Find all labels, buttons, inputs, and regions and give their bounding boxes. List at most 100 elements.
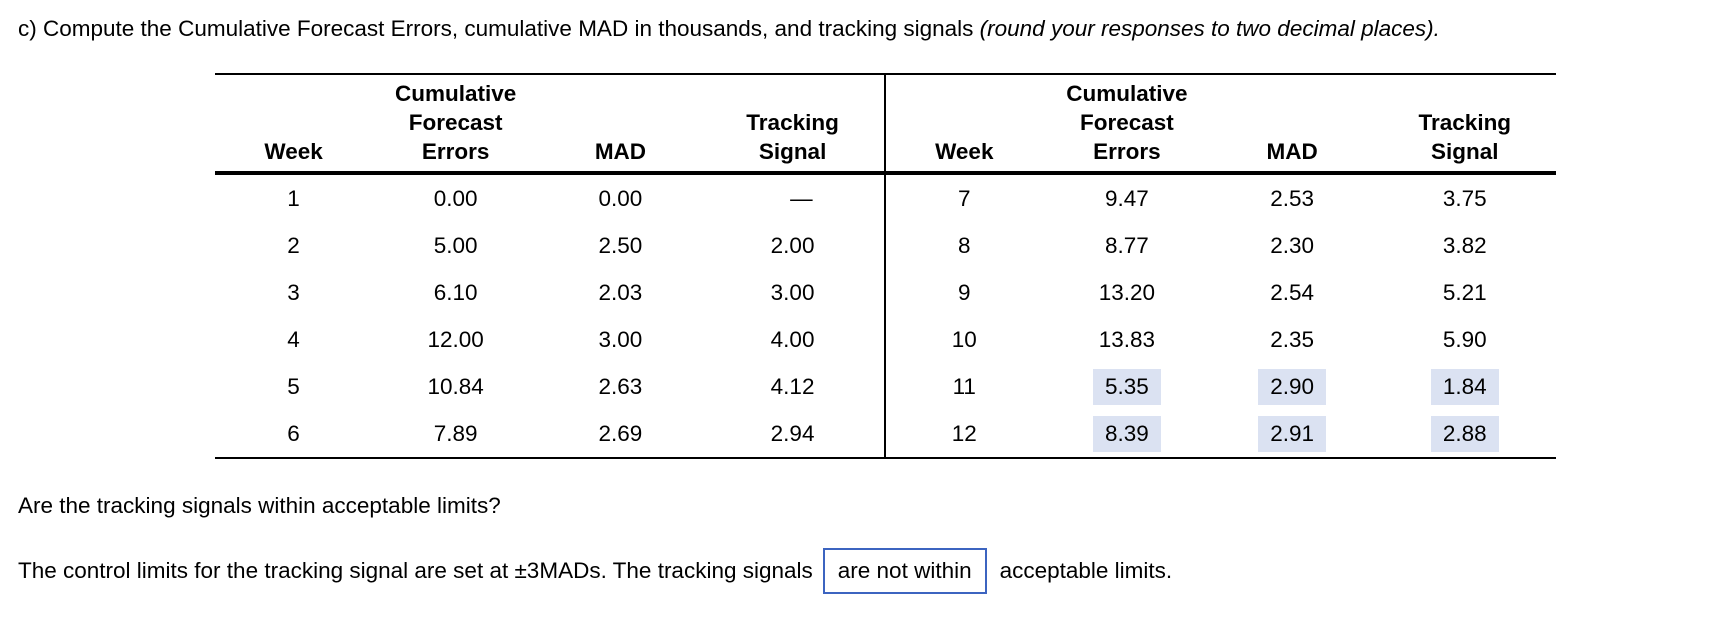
ts-value: 2.00	[770, 232, 815, 258]
answer-text-before: The control limits for the tracking sign…	[18, 558, 813, 583]
ts-cell: 4.12	[702, 369, 884, 405]
header-cumulative-forecast-errors: Cumulative Forecast Errors	[372, 75, 539, 171]
table-row: 11 5.35 2.90 1.84	[886, 363, 1557, 410]
table-row: 9 13.20 2.54 5.21	[886, 269, 1557, 316]
week-cell: 12	[951, 420, 977, 446]
header-cfe-line1: Cumulative	[395, 81, 517, 106]
mad-value: 2.69	[598, 420, 643, 446]
header-mad-label: MAD	[1266, 139, 1318, 164]
cfe-value: 13.83	[1098, 326, 1156, 352]
week-cell: 6	[287, 420, 300, 446]
answer-text-after: acceptable limits.	[999, 558, 1173, 583]
week-cell: 10	[951, 326, 977, 352]
ts-value: 4.12	[770, 373, 815, 399]
table-left-half: Week Cumulative Forecast Errors MAD Trac…	[215, 75, 886, 457]
question-text: Are the tracking signals within acceptab…	[18, 493, 501, 518]
header-ts-line2: Signal	[758, 139, 827, 164]
table-row: 8 8.77 2.30 3.82	[886, 222, 1557, 269]
ts-cell: 2.00	[702, 228, 884, 264]
mad-answer-field[interactable]: 2.91	[1258, 415, 1327, 452]
header-cumulative-forecast-errors: Cumulative Forecast Errors	[1043, 75, 1211, 171]
instruction-rounding-note: (round your responses to two decimal pla…	[979, 16, 1440, 41]
forecast-table: Week Cumulative Forecast Errors MAD Trac…	[215, 73, 1556, 459]
cfe-cell: 12.00	[372, 322, 539, 358]
header-cfe-line2: Forecast	[408, 110, 503, 135]
mad-cell: 2.30	[1211, 228, 1374, 264]
ts-cell: 4.00	[702, 322, 884, 358]
ts-value: 3.00	[770, 279, 815, 305]
mad-cell: 2.35	[1211, 322, 1374, 358]
ts-value: 5.90	[1442, 326, 1487, 352]
cfe-answer-field[interactable]: 8.39	[1092, 415, 1161, 452]
cfe-value: 7.89	[433, 420, 478, 446]
cfe-value: 12.00	[427, 326, 484, 352]
table-header-row: Week Cumulative Forecast Errors MAD Trac…	[215, 75, 884, 171]
ts-value: 5.21	[1442, 279, 1487, 305]
header-divider-rule	[215, 171, 884, 175]
week-cell: 3	[287, 279, 300, 305]
header-mad-label: MAD	[594, 139, 647, 164]
table-row: 6 7.89 2.69 2.94	[215, 410, 884, 457]
mad-cell: 2.50	[539, 228, 701, 264]
mad-answer-field[interactable]: 2.90	[1258, 368, 1327, 405]
ts-cell: 2.94	[702, 416, 884, 452]
table-right-half: Week Cumulative Forecast Errors MAD Trac…	[885, 75, 1557, 457]
ts-cell: —	[702, 181, 884, 217]
header-ts-line1: Tracking	[746, 110, 839, 135]
cfe-cell: 10.84	[372, 369, 539, 405]
cfe-cell: 8.77	[1043, 228, 1211, 264]
ts-value: 2.94	[770, 420, 815, 446]
answer-sentence: The control limits for the tracking sign…	[18, 548, 1172, 594]
ts-cell: 3.00	[702, 275, 884, 311]
ts-answer-field[interactable]: 1.84	[1430, 368, 1499, 405]
mad-cell: 2.54	[1211, 275, 1374, 311]
header-week-label: Week	[264, 139, 323, 164]
header-mad: MAD	[539, 75, 701, 171]
header-cfe-line3: Errors	[421, 139, 490, 164]
tracking-signal-dropdown[interactable]: are not within	[822, 548, 987, 594]
cfe-cell: 8.39	[1043, 415, 1211, 452]
mad-value: 2.03	[598, 279, 643, 305]
ts-cell: 3.82	[1374, 228, 1556, 264]
table-row: 2 5.00 2.50 2.00	[215, 222, 884, 269]
ts-value: 3.82	[1442, 232, 1487, 258]
cfe-cell: 0.00	[372, 181, 539, 217]
cfe-cell: 7.89	[372, 416, 539, 452]
week-cell: 2	[287, 232, 300, 258]
table-header-row: Week Cumulative Forecast Errors MAD Trac…	[886, 75, 1557, 171]
header-ts-line1: Tracking	[1418, 110, 1512, 135]
ts-answer-field[interactable]: 2.88	[1430, 415, 1499, 452]
week-cell: 5	[287, 373, 300, 399]
ts-value: 4.00	[770, 326, 815, 352]
table-row: 10 13.83 2.35 5.90	[886, 316, 1557, 363]
week-cell: 11	[952, 373, 976, 399]
header-week: Week	[886, 75, 1044, 171]
mad-cell: 2.53	[1211, 181, 1374, 217]
header-mad: MAD	[1211, 75, 1374, 171]
instruction-prefix: c) Compute the Cumulative Forecast Error…	[18, 16, 980, 41]
cfe-cell: 9.47	[1043, 181, 1211, 217]
mad-cell: 0.00	[539, 181, 701, 217]
cfe-cell: 5.00	[372, 228, 539, 264]
mad-cell: 3.00	[539, 322, 701, 358]
table-row: 1 0.00 0.00 —	[215, 175, 884, 222]
mad-cell: 2.69	[539, 416, 701, 452]
cfe-cell: 6.10	[372, 275, 539, 311]
cfe-value: 5.00	[433, 232, 478, 258]
cfe-answer-field[interactable]: 5.35	[1092, 368, 1161, 405]
header-divider-rule	[885, 171, 1556, 175]
cfe-value: 9.47	[1104, 185, 1149, 211]
cfe-value: 8.77	[1104, 232, 1149, 258]
mad-cell: 2.03	[539, 275, 701, 311]
instruction-text: c) Compute the Cumulative Forecast Error…	[18, 15, 1440, 43]
header-tracking-signal: Tracking Signal	[702, 75, 884, 171]
table-row: 12 8.39 2.91 2.88	[886, 410, 1557, 457]
header-week-label: Week	[935, 139, 994, 164]
week-cell: 8	[958, 232, 971, 258]
week-cell: 9	[958, 279, 971, 305]
mad-value: 2.50	[598, 232, 643, 258]
table-row: 3 6.10 2.03 3.00	[215, 269, 884, 316]
mad-cell: 2.91	[1211, 415, 1374, 452]
ts-cell: 2.88	[1374, 415, 1556, 452]
mad-value: 3.00	[598, 326, 643, 352]
